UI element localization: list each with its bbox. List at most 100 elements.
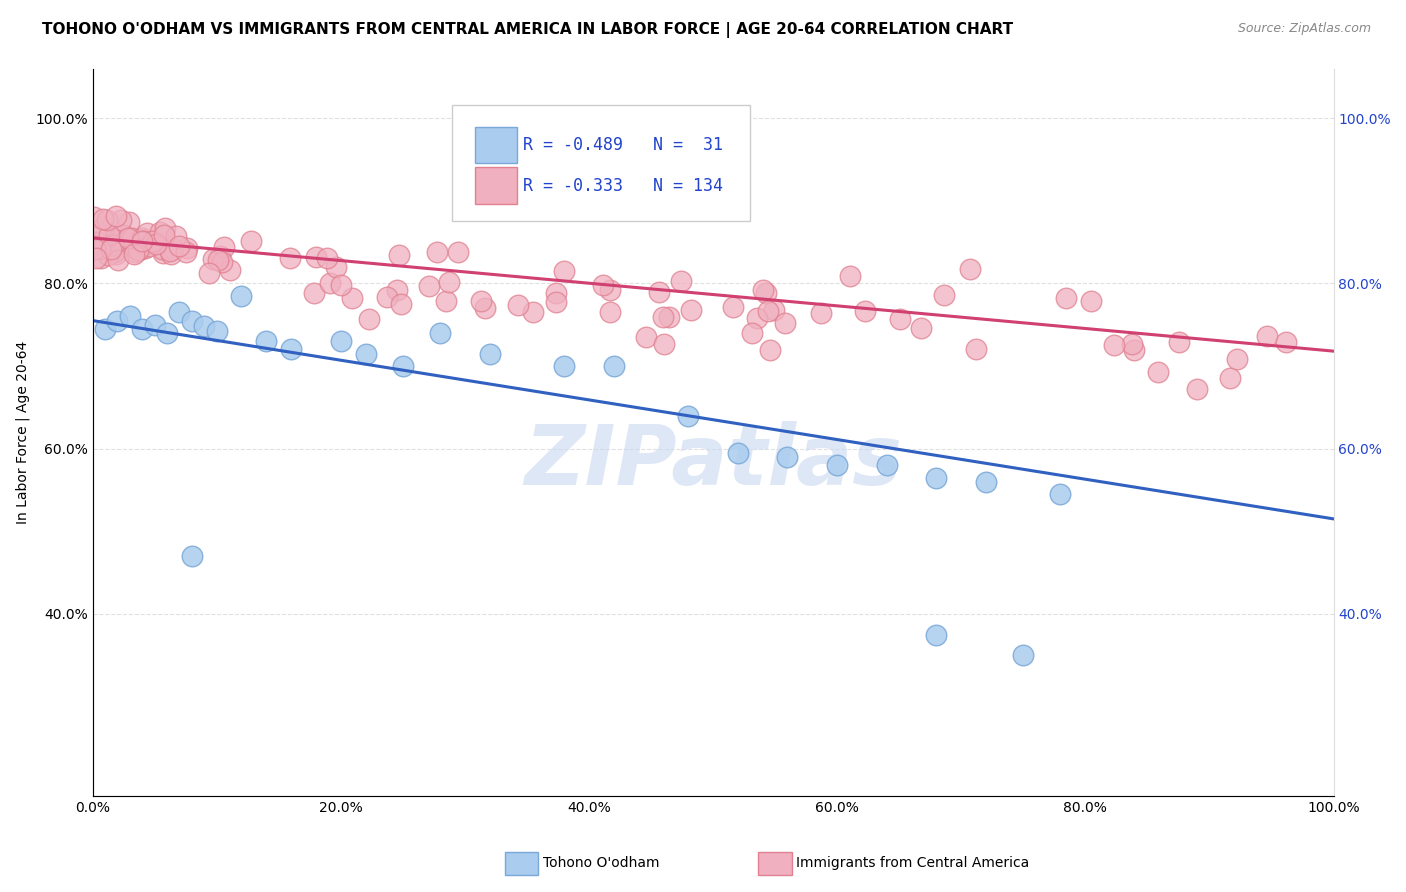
Point	[974, 475, 997, 489]
Point	[111, 239, 134, 253]
Point	[169, 305, 191, 319]
Point	[810, 306, 832, 320]
Point	[426, 245, 449, 260]
Point	[117, 231, 139, 245]
Point	[101, 231, 124, 245]
Point	[278, 252, 301, 266]
Point	[387, 284, 409, 298]
Point	[103, 244, 125, 259]
Text: ZIPatlas: ZIPatlas	[524, 421, 903, 501]
Point	[418, 278, 440, 293]
Point	[763, 303, 786, 318]
Point	[97, 247, 120, 261]
Point	[752, 283, 775, 297]
Point	[965, 343, 987, 357]
Point	[83, 210, 105, 224]
Point	[104, 247, 127, 261]
Point	[773, 317, 796, 331]
Point	[388, 248, 411, 262]
Text: R = -0.489   N =  31: R = -0.489 N = 31	[523, 136, 723, 154]
Point	[94, 238, 117, 252]
Point	[544, 295, 567, 310]
Point	[90, 219, 112, 234]
Point	[159, 244, 181, 259]
Point	[647, 285, 669, 299]
Point	[1256, 328, 1278, 343]
Point	[83, 242, 105, 256]
Point	[1167, 334, 1189, 349]
Point	[652, 337, 675, 351]
Point	[96, 213, 118, 227]
Point	[429, 326, 451, 340]
Point	[121, 231, 143, 245]
Point	[111, 236, 134, 251]
Point	[202, 252, 225, 267]
FancyBboxPatch shape	[475, 127, 517, 163]
Point	[315, 251, 337, 265]
Point	[1123, 343, 1146, 357]
Point	[97, 228, 120, 243]
Point	[727, 446, 749, 460]
Point	[162, 243, 184, 257]
Point	[434, 293, 457, 308]
Point	[197, 266, 219, 280]
Point	[1049, 487, 1071, 501]
Point	[153, 220, 176, 235]
FancyBboxPatch shape	[475, 168, 517, 203]
Point	[100, 235, 122, 250]
Point	[544, 286, 567, 301]
Point	[553, 264, 575, 278]
Point	[1121, 336, 1143, 351]
Point	[1054, 291, 1077, 305]
Point	[131, 231, 153, 245]
Point	[855, 304, 877, 318]
Point	[325, 260, 347, 275]
Point	[231, 289, 253, 303]
Point	[132, 237, 155, 252]
Point	[304, 286, 326, 301]
Point	[87, 235, 110, 250]
Point	[478, 346, 501, 360]
Point	[506, 298, 529, 312]
Point	[205, 324, 228, 338]
Point	[132, 235, 155, 249]
Point	[122, 239, 145, 253]
Point	[599, 283, 621, 297]
Point	[160, 247, 183, 261]
Point	[138, 239, 160, 253]
Point	[240, 234, 263, 248]
Point	[1275, 334, 1298, 349]
Point	[127, 243, 149, 257]
Point	[758, 304, 780, 318]
Point	[474, 301, 496, 315]
Point	[634, 330, 657, 344]
Point	[889, 311, 911, 326]
Point	[131, 235, 153, 250]
Point	[755, 285, 778, 300]
Point	[152, 227, 174, 242]
Point	[167, 239, 190, 253]
Point	[211, 255, 233, 269]
Point	[522, 304, 544, 318]
Point	[193, 319, 215, 334]
Point	[910, 320, 932, 334]
Point	[131, 234, 153, 248]
Point	[470, 293, 492, 308]
Point	[128, 243, 150, 257]
Point	[124, 247, 146, 261]
Point	[100, 241, 122, 255]
Point	[107, 241, 129, 255]
Point	[758, 343, 780, 357]
Point	[165, 229, 187, 244]
Point	[104, 228, 127, 243]
Point	[447, 245, 470, 260]
Point	[1080, 293, 1102, 308]
Point	[136, 226, 159, 240]
Point	[82, 239, 104, 253]
Point	[651, 310, 673, 324]
Point	[176, 244, 198, 259]
Point	[437, 275, 460, 289]
Point	[776, 450, 799, 464]
Point	[156, 326, 179, 340]
Point	[329, 334, 352, 349]
